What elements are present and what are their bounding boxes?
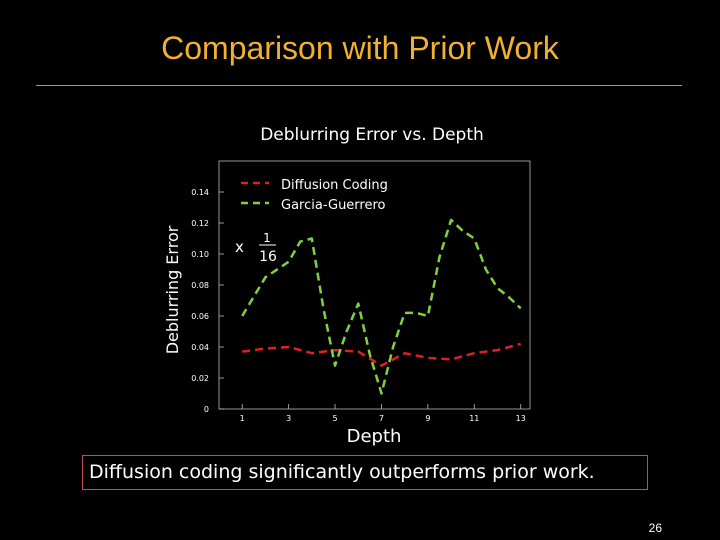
- y-tick-label: 0.10: [191, 250, 209, 259]
- legend-label-garcia-guerrero: Garcia-Guerrero: [281, 198, 386, 213]
- scale-annotation-denominator: 16: [259, 249, 277, 265]
- caption-box: Diffusion coding significantly outperfor…: [82, 455, 648, 490]
- y-axis-ticks: 0 0.02 0.04 0.06 0.08 0.10 0.12 0.14: [191, 188, 224, 414]
- y-axis-label: Deblurring Error: [163, 225, 182, 354]
- legend-label-diffusion-coding: Diffusion Coding: [281, 178, 388, 193]
- x-tick-label: 5: [332, 414, 337, 423]
- title-divider: [36, 85, 682, 86]
- y-tick-label: 0.02: [191, 374, 209, 383]
- series-line-garcia-guerrero: [241, 218, 522, 395]
- x-tick-label: 11: [469, 414, 479, 423]
- x-tick-label: 9: [425, 414, 430, 423]
- chart-legend: Diffusion Coding Garcia-Guerrero: [241, 178, 388, 213]
- x-tick-label: 1: [240, 414, 245, 423]
- page-number: 26: [648, 521, 662, 535]
- x-tick-label: 3: [286, 414, 291, 423]
- y-tick-label: 0.08: [191, 281, 209, 290]
- y-tick-label: 0.12: [191, 219, 209, 228]
- slide-title: Comparison with Prior Work: [161, 30, 559, 66]
- y-tick-label: 0.04: [191, 343, 209, 352]
- scale-annotation: x 1 16: [229, 228, 281, 266]
- x-tick-label: 13: [516, 414, 526, 423]
- x-tick-label: 7: [379, 414, 384, 423]
- chart-title: Deblurring Error vs. Depth: [260, 125, 484, 145]
- scale-annotation-numerator: 1: [263, 231, 271, 245]
- y-tick-label: 0: [204, 405, 209, 414]
- x-axis-ticks: 1 3 5 7 9 11 13: [240, 404, 526, 423]
- scale-annotation-x: x: [235, 238, 244, 256]
- y-tick-label: 0.14: [191, 188, 209, 197]
- series-lines: [241, 218, 522, 395]
- x-axis-label: Depth: [347, 426, 402, 447]
- series-line-diffusion-coding: [242, 342, 522, 367]
- y-tick-label: 0.06: [191, 312, 209, 321]
